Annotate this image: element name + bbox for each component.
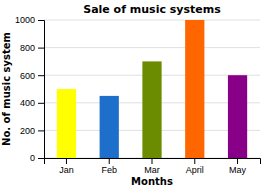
- bar: [100, 96, 119, 158]
- bar: [142, 61, 161, 158]
- y-tick: 200: [20, 126, 44, 136]
- y-tick: 1000: [15, 15, 44, 25]
- axis-line: [45, 159, 261, 165]
- y-axis: 0 200 400 600 800 1000: [15, 15, 45, 163]
- tick-label: Jan: [59, 165, 74, 175]
- tick-label: 400: [20, 98, 35, 108]
- bar: [57, 89, 76, 158]
- tick-mark: [38, 130, 44, 131]
- tick-label: May: [229, 165, 247, 175]
- x-tick: April: [186, 158, 204, 175]
- tick-label: 0: [30, 153, 35, 163]
- axis-line: [38, 21, 45, 159]
- y-tick: 400: [20, 98, 44, 108]
- tick-label: 1000: [15, 15, 35, 25]
- tick-label: April: [186, 165, 204, 175]
- x-tick: Feb: [101, 158, 117, 175]
- tick-mark: [38, 75, 44, 76]
- bars: [57, 20, 247, 158]
- y-tick: 600: [20, 71, 44, 81]
- tick-mark: [237, 158, 238, 164]
- x-axis: Jan Feb Mar April May: [45, 158, 261, 175]
- plot-area: Jan Feb Mar April May 0 200 400 600 800 1000: [15, 15, 261, 175]
- grid-line: [44, 20, 260, 21]
- y-tick: 0: [30, 153, 44, 163]
- bar: [185, 20, 204, 158]
- tick-mark: [194, 158, 195, 164]
- tick-mark: [38, 103, 44, 104]
- bar: [228, 75, 247, 158]
- chart-svg: Jan Feb Mar April May 0 200 400 600 800 1000 Sale o…: [0, 0, 268, 188]
- tick-mark: [152, 158, 153, 164]
- grid: [44, 20, 260, 158]
- tick-mark: [38, 158, 44, 159]
- tick-mark: [109, 158, 110, 164]
- tick-mark: [38, 20, 44, 21]
- chart-container: Jan Feb Mar April May 0 200 400 600 800 1000 Sale o…: [0, 0, 268, 188]
- x-tick: May: [229, 158, 247, 175]
- x-tick: Mar: [144, 158, 160, 175]
- tick-label: Feb: [101, 165, 117, 175]
- tick-label: 800: [20, 43, 35, 53]
- tick-label: 200: [20, 126, 35, 136]
- x-axis-title: Months: [131, 176, 173, 187]
- tick-mark: [38, 48, 44, 49]
- y-axis-title: No. of music system: [1, 32, 12, 146]
- y-tick: 800: [20, 43, 44, 53]
- x-tick: Jan: [59, 158, 74, 175]
- chart-title: Sale of music systems: [83, 3, 221, 16]
- grid-line: [44, 47, 260, 48]
- tick-mark: [66, 158, 67, 164]
- tick-label: 600: [20, 71, 35, 81]
- tick-label: Mar: [144, 165, 160, 175]
